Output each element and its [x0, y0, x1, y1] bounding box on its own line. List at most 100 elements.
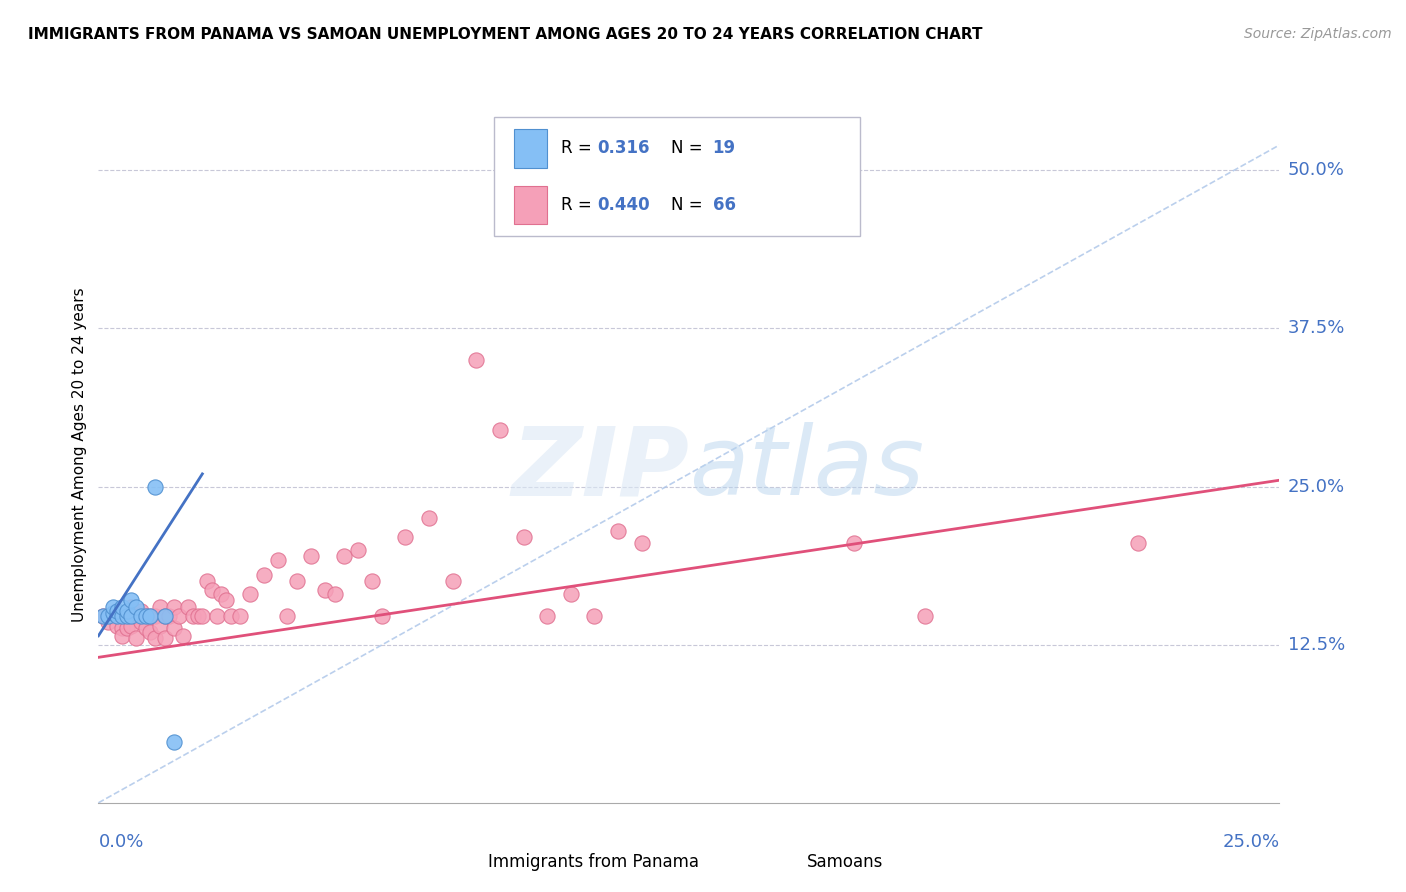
Point: [157, 608, 180, 623]
Point: [560, 587, 582, 601]
Point: [465, 353, 488, 368]
Point: [135, 621, 157, 635]
Point: [607, 524, 630, 538]
Point: [630, 536, 652, 550]
Point: [125, 608, 148, 623]
Point: [153, 608, 176, 623]
Point: [229, 608, 252, 623]
Point: [181, 608, 204, 623]
Point: [299, 549, 322, 563]
Point: [394, 530, 416, 544]
FancyBboxPatch shape: [515, 186, 547, 224]
Point: [163, 599, 186, 614]
Point: [91, 608, 114, 623]
Point: [172, 629, 194, 643]
Point: [105, 608, 128, 623]
Point: [489, 423, 512, 437]
Point: [91, 608, 114, 623]
Point: [105, 618, 128, 632]
Point: [129, 615, 152, 629]
Text: R =: R =: [561, 196, 598, 214]
Text: 66: 66: [713, 196, 735, 214]
Point: [177, 599, 200, 614]
Point: [115, 621, 138, 635]
Point: [195, 574, 218, 589]
Point: [115, 603, 138, 617]
Point: [153, 608, 176, 623]
Point: [135, 608, 157, 623]
Point: [323, 587, 346, 601]
Text: 37.5%: 37.5%: [1288, 319, 1346, 337]
Point: [139, 608, 162, 623]
Point: [129, 603, 152, 617]
Text: N =: N =: [671, 139, 709, 157]
Point: [187, 608, 209, 623]
Point: [121, 593, 143, 607]
Point: [101, 608, 124, 623]
Point: [111, 599, 134, 614]
Point: [143, 608, 166, 623]
Point: [101, 599, 124, 614]
Text: Source: ZipAtlas.com: Source: ZipAtlas.com: [1244, 27, 1392, 41]
Point: [139, 608, 162, 623]
Point: [139, 625, 162, 640]
Point: [129, 608, 152, 623]
Point: [163, 735, 186, 749]
Point: [1126, 536, 1149, 550]
Point: [215, 593, 238, 607]
Point: [314, 583, 336, 598]
Point: [209, 587, 232, 601]
Point: [418, 511, 440, 525]
Point: [135, 608, 157, 623]
Point: [371, 608, 394, 623]
FancyBboxPatch shape: [515, 129, 547, 168]
Text: N =: N =: [671, 196, 709, 214]
Point: [191, 608, 214, 623]
Point: [536, 608, 558, 623]
Point: [111, 621, 134, 635]
Point: [153, 632, 176, 646]
FancyBboxPatch shape: [494, 118, 860, 235]
FancyBboxPatch shape: [772, 848, 797, 876]
Point: [361, 574, 384, 589]
Point: [333, 549, 356, 563]
Point: [347, 542, 370, 557]
Point: [105, 603, 128, 617]
Point: [167, 608, 190, 623]
Text: 19: 19: [713, 139, 735, 157]
Point: [239, 587, 262, 601]
Point: [111, 629, 134, 643]
Text: 50.0%: 50.0%: [1288, 161, 1344, 179]
Point: [267, 553, 290, 567]
Y-axis label: Unemployment Among Ages 20 to 24 years: Unemployment Among Ages 20 to 24 years: [72, 287, 87, 623]
Point: [121, 618, 143, 632]
FancyBboxPatch shape: [453, 848, 478, 876]
Text: ZIP: ZIP: [510, 422, 689, 516]
Text: IMMIGRANTS FROM PANAMA VS SAMOAN UNEMPLOYMENT AMONG AGES 20 TO 24 YEARS CORRELAT: IMMIGRANTS FROM PANAMA VS SAMOAN UNEMPLO…: [28, 27, 983, 42]
Text: atlas: atlas: [689, 422, 924, 516]
Point: [101, 606, 124, 620]
Text: 0.316: 0.316: [596, 139, 650, 157]
Point: [97, 608, 120, 623]
Point: [125, 632, 148, 646]
Text: 25.0%: 25.0%: [1288, 477, 1346, 496]
Point: [149, 599, 172, 614]
Point: [97, 615, 120, 629]
Text: 0.0%: 0.0%: [98, 833, 143, 851]
Text: R =: R =: [561, 139, 598, 157]
Point: [441, 574, 464, 589]
Point: [115, 608, 138, 623]
Point: [149, 618, 172, 632]
Text: Immigrants from Panama: Immigrants from Panama: [488, 853, 699, 871]
Point: [143, 479, 166, 493]
Point: [583, 608, 606, 623]
Point: [253, 568, 276, 582]
Point: [914, 608, 936, 623]
Text: 25.0%: 25.0%: [1222, 833, 1279, 851]
Point: [163, 621, 186, 635]
Text: 12.5%: 12.5%: [1288, 636, 1346, 654]
Point: [115, 608, 138, 623]
Point: [201, 583, 224, 598]
Point: [285, 574, 308, 589]
Point: [143, 632, 166, 646]
